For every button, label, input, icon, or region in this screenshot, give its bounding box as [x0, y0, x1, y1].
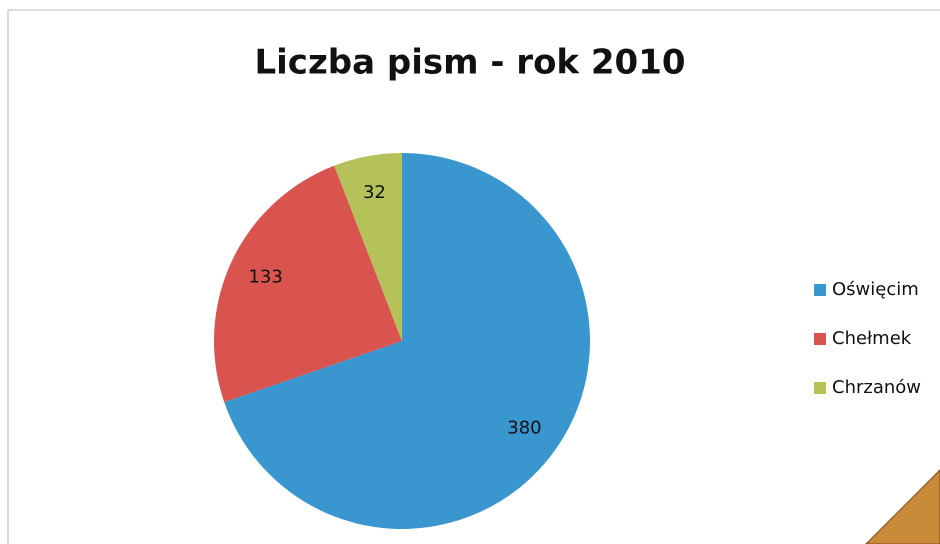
data-label: 133: [248, 267, 282, 288]
data-label: 380: [507, 417, 541, 438]
pie-slice: [214, 165, 402, 403]
legend-label: Chrzanów: [832, 377, 921, 398]
corner-decoration: [865, 469, 940, 544]
legend-swatch: [814, 284, 826, 296]
legend-label: Oświęcim: [832, 279, 919, 300]
pie-slice: [224, 153, 590, 529]
legend-swatch: [814, 382, 826, 394]
data-label: 32: [363, 182, 386, 203]
pie-slice: [334, 153, 402, 341]
chart-title: Liczba pism - rok 2010: [254, 43, 685, 83]
legend-label: Chełmek: [832, 328, 912, 349]
legend-swatch: [814, 333, 826, 345]
